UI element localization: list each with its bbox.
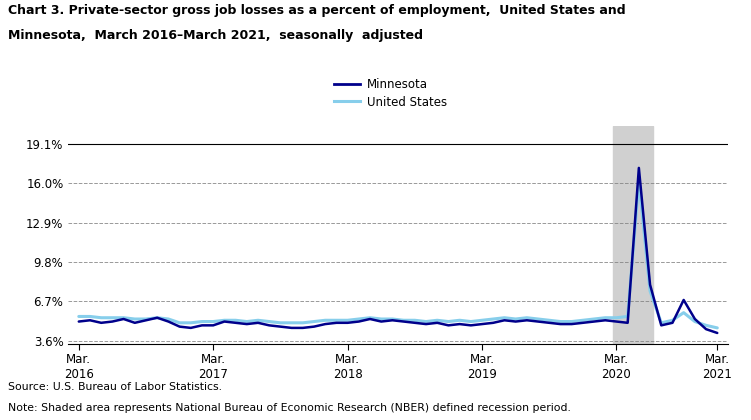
Bar: [613, 126, 653, 344]
Minnesota: [74, 319, 83, 324]
United States: [500, 315, 509, 320]
United States: [74, 314, 83, 319]
Minnesota: [220, 319, 229, 324]
Text: Minnesota,  March 2016–March 2021,  seasonally  adjusted: Minnesota, March 2016–March 2021, season…: [8, 29, 423, 42]
Minnesota: [612, 319, 621, 324]
Minnesota: [500, 318, 509, 323]
United States: [544, 318, 553, 323]
Line: United States: United States: [79, 181, 717, 328]
Text: Note: Shaded area represents National Bureau of Economic Research (NBER) defined: Note: Shaded area represents National Bu…: [8, 403, 571, 413]
Text: Chart 3. Private-sector gross job losses as a percent of employment,  United Sta: Chart 3. Private-sector gross job losses…: [8, 4, 625, 17]
Minnesota: [635, 165, 644, 171]
United States: [231, 318, 240, 323]
United States: [635, 178, 644, 183]
Line: Minnesota: Minnesota: [79, 168, 717, 333]
Legend: Minnesota, United States: Minnesota, United States: [329, 73, 452, 113]
United States: [220, 318, 229, 323]
United States: [612, 315, 621, 320]
Minnesota: [231, 320, 240, 326]
United States: [690, 319, 699, 324]
United States: [713, 326, 722, 331]
Minnesota: [544, 320, 553, 326]
Text: Source: U.S. Bureau of Labor Statistics.: Source: U.S. Bureau of Labor Statistics.: [8, 382, 222, 392]
Minnesota: [690, 317, 699, 322]
Minnesota: [713, 331, 722, 336]
